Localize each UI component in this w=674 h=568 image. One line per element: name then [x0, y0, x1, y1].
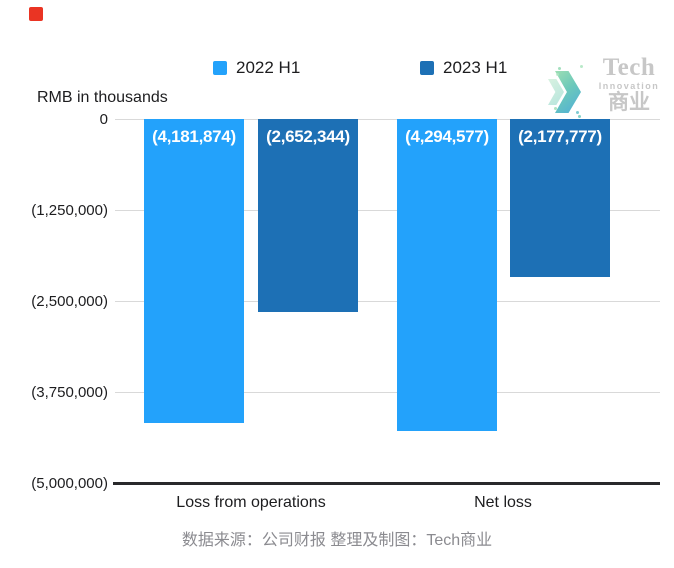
- legend-swatch-2022-h1-icon: [213, 61, 227, 75]
- x-category-label: Net loss: [474, 494, 532, 511]
- bar-net-loss-2022h1: (4,294,577): [397, 119, 497, 431]
- x-axis-baseline: [113, 482, 660, 485]
- source-footer: 数据来源：公司财报 整理及制图：Tech商业: [181, 532, 493, 549]
- bar-value-label: (4,181,874): [152, 127, 236, 146]
- dots-decoration: [558, 67, 561, 70]
- bar-value-label: (2,177,777): [518, 127, 602, 146]
- red-square-marker: [29, 7, 43, 21]
- gridline: [115, 392, 660, 393]
- legend-item-2022-h1: 2022 H1: [213, 58, 301, 77]
- brand-name-cn: 商业: [608, 90, 650, 114]
- y-tick-label: (5,000,000): [31, 475, 108, 492]
- bar-net-loss-2023h1: (2,177,777): [510, 119, 610, 277]
- arrow-icon: [548, 79, 564, 105]
- x-category-label: Loss from operations: [176, 494, 326, 511]
- y-tick-label: 0: [99, 111, 108, 128]
- brand-name: Tech: [602, 54, 656, 81]
- brand-text: Tech Innovation 商业: [590, 55, 668, 113]
- brand-subtitle: Innovation: [598, 81, 660, 91]
- legend-label: 2023 H1: [443, 58, 508, 77]
- bar-value-label: (4,294,577): [405, 127, 489, 146]
- y-tick-label: (3,750,000): [31, 384, 108, 401]
- legend-swatch-2023-h1-icon: [420, 61, 434, 75]
- legend-item-2023-h1: 2023 H1: [420, 58, 508, 77]
- bar-loss-from-operations-2022h1: (4,181,874): [144, 119, 244, 423]
- gridline: [115, 301, 660, 302]
- gridline-zero: [115, 119, 660, 120]
- legend-label: 2022 H1: [236, 58, 301, 77]
- y-axis-title: RMB in thousands: [37, 89, 168, 106]
- y-tick-label: (2,500,000): [31, 293, 108, 310]
- bar-value-label: (2,652,344): [266, 127, 350, 146]
- bar-loss-from-operations-2023h1: (2,652,344): [258, 119, 358, 312]
- y-tick-label: (1,250,000): [31, 202, 108, 219]
- brand-watermark: Tech Innovation 商业: [548, 55, 668, 117]
- gridline: [115, 210, 660, 211]
